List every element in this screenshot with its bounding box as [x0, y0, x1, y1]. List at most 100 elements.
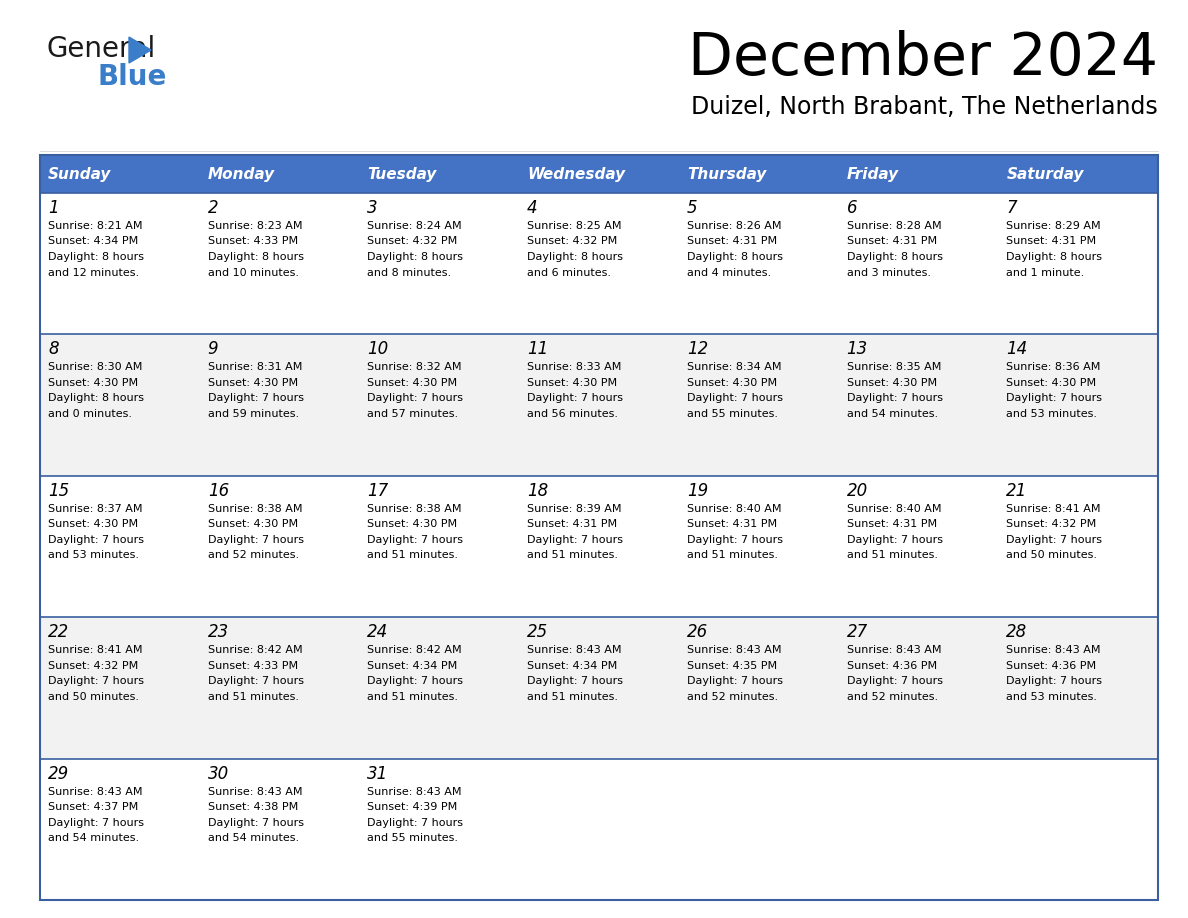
- Text: Sunset: 4:32 PM: Sunset: 4:32 PM: [527, 237, 618, 247]
- Text: Daylight: 7 hours: Daylight: 7 hours: [1006, 535, 1102, 544]
- Text: Daylight: 7 hours: Daylight: 7 hours: [208, 394, 304, 403]
- Text: Daylight: 8 hours: Daylight: 8 hours: [847, 252, 942, 262]
- Text: and 52 minutes.: and 52 minutes.: [687, 691, 778, 701]
- Bar: [40, 193, 1158, 334]
- Text: and 52 minutes.: and 52 minutes.: [208, 550, 299, 560]
- Text: Sunrise: 8:43 AM: Sunrise: 8:43 AM: [847, 645, 941, 655]
- Text: Sunset: 4:31 PM: Sunset: 4:31 PM: [847, 237, 936, 247]
- Text: Sunset: 4:30 PM: Sunset: 4:30 PM: [527, 378, 618, 388]
- Text: and 59 minutes.: and 59 minutes.: [208, 409, 299, 419]
- Text: Duizel, North Brabant, The Netherlands: Duizel, North Brabant, The Netherlands: [691, 95, 1158, 119]
- Text: and 53 minutes.: and 53 minutes.: [1006, 409, 1098, 419]
- Text: 7: 7: [1006, 199, 1017, 217]
- Text: and 1 minute.: and 1 minute.: [1006, 267, 1085, 277]
- Text: Thursday: Thursday: [687, 166, 766, 182]
- Text: 25: 25: [527, 623, 549, 641]
- Text: Sunrise: 8:43 AM: Sunrise: 8:43 AM: [1006, 645, 1101, 655]
- Text: and 51 minutes.: and 51 minutes.: [367, 550, 459, 560]
- Text: Sunrise: 8:23 AM: Sunrise: 8:23 AM: [208, 221, 302, 231]
- Text: Sunset: 4:30 PM: Sunset: 4:30 PM: [208, 520, 298, 530]
- Text: 9: 9: [208, 341, 219, 358]
- Text: and 56 minutes.: and 56 minutes.: [527, 409, 618, 419]
- Text: 19: 19: [687, 482, 708, 499]
- Text: 30: 30: [208, 765, 229, 783]
- Text: 5: 5: [687, 199, 697, 217]
- Text: Daylight: 7 hours: Daylight: 7 hours: [847, 535, 942, 544]
- Text: Sunset: 4:34 PM: Sunset: 4:34 PM: [367, 661, 457, 671]
- Text: Sunset: 4:30 PM: Sunset: 4:30 PM: [687, 378, 777, 388]
- Text: Sunset: 4:31 PM: Sunset: 4:31 PM: [687, 520, 777, 530]
- Bar: [40, 334, 1158, 476]
- Text: Daylight: 7 hours: Daylight: 7 hours: [367, 818, 463, 828]
- Text: Sunrise: 8:24 AM: Sunrise: 8:24 AM: [367, 221, 462, 231]
- Bar: [40, 758, 1158, 900]
- Text: 12: 12: [687, 341, 708, 358]
- Text: 2: 2: [208, 199, 219, 217]
- Text: Friday: Friday: [847, 166, 898, 182]
- Text: Sunrise: 8:43 AM: Sunrise: 8:43 AM: [687, 645, 782, 655]
- Text: Sunrise: 8:43 AM: Sunrise: 8:43 AM: [527, 645, 621, 655]
- Text: Sunset: 4:34 PM: Sunset: 4:34 PM: [48, 237, 138, 247]
- Text: Sunrise: 8:38 AM: Sunrise: 8:38 AM: [367, 504, 462, 514]
- Text: Sunrise: 8:38 AM: Sunrise: 8:38 AM: [208, 504, 302, 514]
- Text: 29: 29: [48, 765, 69, 783]
- Text: and 55 minutes.: and 55 minutes.: [687, 409, 778, 419]
- Text: Sunset: 4:38 PM: Sunset: 4:38 PM: [208, 802, 298, 812]
- Text: Sunrise: 8:35 AM: Sunrise: 8:35 AM: [847, 363, 941, 373]
- Text: and 0 minutes.: and 0 minutes.: [48, 409, 132, 419]
- Text: Sunset: 4:30 PM: Sunset: 4:30 PM: [48, 520, 138, 530]
- Text: Sunset: 4:31 PM: Sunset: 4:31 PM: [1006, 237, 1097, 247]
- Text: Sunset: 4:32 PM: Sunset: 4:32 PM: [48, 661, 138, 671]
- Text: 15: 15: [48, 482, 69, 499]
- Text: 18: 18: [527, 482, 549, 499]
- Text: 3: 3: [367, 199, 378, 217]
- Text: and 51 minutes.: and 51 minutes.: [208, 691, 298, 701]
- Text: Daylight: 7 hours: Daylight: 7 hours: [527, 394, 624, 403]
- Text: Daylight: 7 hours: Daylight: 7 hours: [367, 394, 463, 403]
- Text: Sunset: 4:30 PM: Sunset: 4:30 PM: [847, 378, 936, 388]
- Text: Sunset: 4:30 PM: Sunset: 4:30 PM: [367, 520, 457, 530]
- Text: Monday: Monday: [208, 166, 274, 182]
- Text: Sunrise: 8:21 AM: Sunrise: 8:21 AM: [48, 221, 143, 231]
- Text: Daylight: 8 hours: Daylight: 8 hours: [1006, 252, 1102, 262]
- Text: Daylight: 7 hours: Daylight: 7 hours: [687, 535, 783, 544]
- Text: Sunset: 4:33 PM: Sunset: 4:33 PM: [208, 661, 298, 671]
- Text: Sunset: 4:31 PM: Sunset: 4:31 PM: [687, 237, 777, 247]
- Text: Sunrise: 8:37 AM: Sunrise: 8:37 AM: [48, 504, 143, 514]
- Text: Sunset: 4:36 PM: Sunset: 4:36 PM: [847, 661, 936, 671]
- Text: and 3 minutes.: and 3 minutes.: [847, 267, 930, 277]
- Text: Sunrise: 8:36 AM: Sunrise: 8:36 AM: [1006, 363, 1100, 373]
- Text: 23: 23: [208, 623, 229, 641]
- Text: Sunset: 4:30 PM: Sunset: 4:30 PM: [208, 378, 298, 388]
- Text: Daylight: 7 hours: Daylight: 7 hours: [847, 677, 942, 686]
- Text: 10: 10: [367, 341, 388, 358]
- Text: Daylight: 7 hours: Daylight: 7 hours: [1006, 394, 1102, 403]
- Text: December 2024: December 2024: [688, 30, 1158, 87]
- Bar: [40, 155, 1158, 900]
- Text: 8: 8: [48, 341, 58, 358]
- Text: Sunset: 4:30 PM: Sunset: 4:30 PM: [48, 378, 138, 388]
- Text: Sunset: 4:35 PM: Sunset: 4:35 PM: [687, 661, 777, 671]
- Text: and 51 minutes.: and 51 minutes.: [687, 550, 778, 560]
- Text: and 51 minutes.: and 51 minutes.: [847, 550, 937, 560]
- Text: Daylight: 7 hours: Daylight: 7 hours: [208, 818, 304, 828]
- Text: Sunrise: 8:34 AM: Sunrise: 8:34 AM: [687, 363, 782, 373]
- Text: Daylight: 7 hours: Daylight: 7 hours: [527, 677, 624, 686]
- Bar: [40, 476, 1158, 617]
- Text: Daylight: 7 hours: Daylight: 7 hours: [847, 394, 942, 403]
- Text: Sunrise: 8:28 AM: Sunrise: 8:28 AM: [847, 221, 941, 231]
- Text: Sunset: 4:39 PM: Sunset: 4:39 PM: [367, 802, 457, 812]
- Text: Sunrise: 8:42 AM: Sunrise: 8:42 AM: [367, 645, 462, 655]
- Text: 22: 22: [48, 623, 69, 641]
- Text: and 6 minutes.: and 6 minutes.: [527, 267, 611, 277]
- Text: and 50 minutes.: and 50 minutes.: [1006, 550, 1098, 560]
- Text: Daylight: 8 hours: Daylight: 8 hours: [367, 252, 463, 262]
- Text: Blue: Blue: [97, 63, 166, 91]
- Text: and 57 minutes.: and 57 minutes.: [367, 409, 459, 419]
- Text: 21: 21: [1006, 482, 1028, 499]
- Text: Daylight: 7 hours: Daylight: 7 hours: [208, 535, 304, 544]
- Text: and 52 minutes.: and 52 minutes.: [847, 691, 937, 701]
- Text: Daylight: 7 hours: Daylight: 7 hours: [48, 535, 144, 544]
- Text: and 4 minutes.: and 4 minutes.: [687, 267, 771, 277]
- Text: 20: 20: [847, 482, 867, 499]
